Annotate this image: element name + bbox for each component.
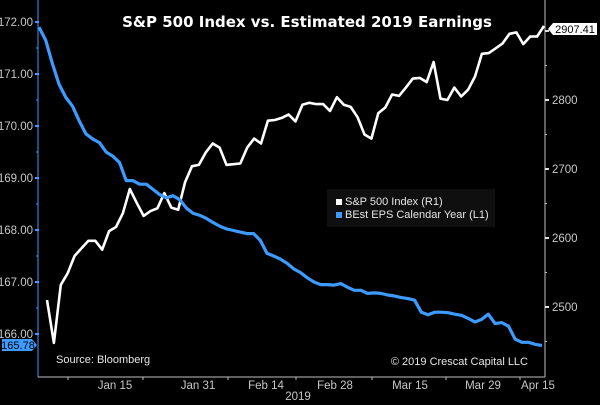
legend-label-sp500: S&P 500 Index (R1) [345, 196, 443, 208]
right-axis-ticks: 2500 2600 2700 2800 [545, 30, 578, 342]
legend: S&P 500 Index (R1) BEst EPS Calendar Yea… [327, 189, 495, 227]
legend-swatch-eps [336, 212, 342, 218]
x-tick-label: Jan 31 [181, 380, 216, 392]
sp500-last-value: 2907.41 [555, 24, 595, 36]
x-tick-label: Feb 14 [248, 380, 284, 392]
source-note: Source: Bloomberg [56, 354, 150, 366]
x-tick-label: Mar 29 [465, 380, 501, 392]
left-tick-label: 167.00 [0, 277, 33, 289]
x-tick-label: Jan 15 [98, 380, 133, 392]
eps-last-value: 165.78 [1, 340, 35, 352]
left-tick-label: 171.00 [0, 69, 33, 81]
right-tick-label: 2500 [552, 302, 578, 314]
x-tick-label: Mar 15 [392, 380, 428, 392]
sp500-last-value-badge: 2907.41 [548, 23, 597, 36]
right-tick-label: 2600 [552, 233, 578, 245]
chart-title: S&P 500 Index vs. Estimated 2019 Earning… [122, 13, 492, 31]
x-axis-label: 2019 [285, 391, 311, 403]
eps-last-value-badge: 165.78 [1, 339, 37, 352]
left-tick-label: 166.00 [0, 329, 33, 341]
left-tick-label: 168.00 [0, 225, 33, 237]
x-tick-label: Apr 15 [521, 380, 555, 392]
series-eps-line [37, 26, 543, 347]
right-tick-label: 2800 [552, 95, 578, 107]
left-axis-ticks: 166.00 167.00 168.00 169.00 170.00 171.00 172.… [0, 17, 39, 341]
legend-label-eps: BEst EPS Calendar Year (L1) [345, 209, 489, 221]
left-tick-label: 172.00 [0, 17, 33, 29]
left-tick-label: 170.00 [0, 121, 33, 133]
right-tick-label: 2700 [552, 164, 578, 176]
x-tick-label: Feb 28 [317, 380, 353, 392]
legend-swatch-sp500 [336, 199, 342, 205]
series-sp500-line [45, 25, 546, 345]
x-axis-ticks: Jan 15 Jan 31 Feb 14 Feb 28 Mar 15 Mar 29 Apr … [67, 377, 555, 392]
copyright-note: © 2019 Crescat Capital LLC [391, 356, 528, 368]
legend-background [327, 189, 495, 227]
left-tick-label: 169.00 [0, 173, 33, 185]
